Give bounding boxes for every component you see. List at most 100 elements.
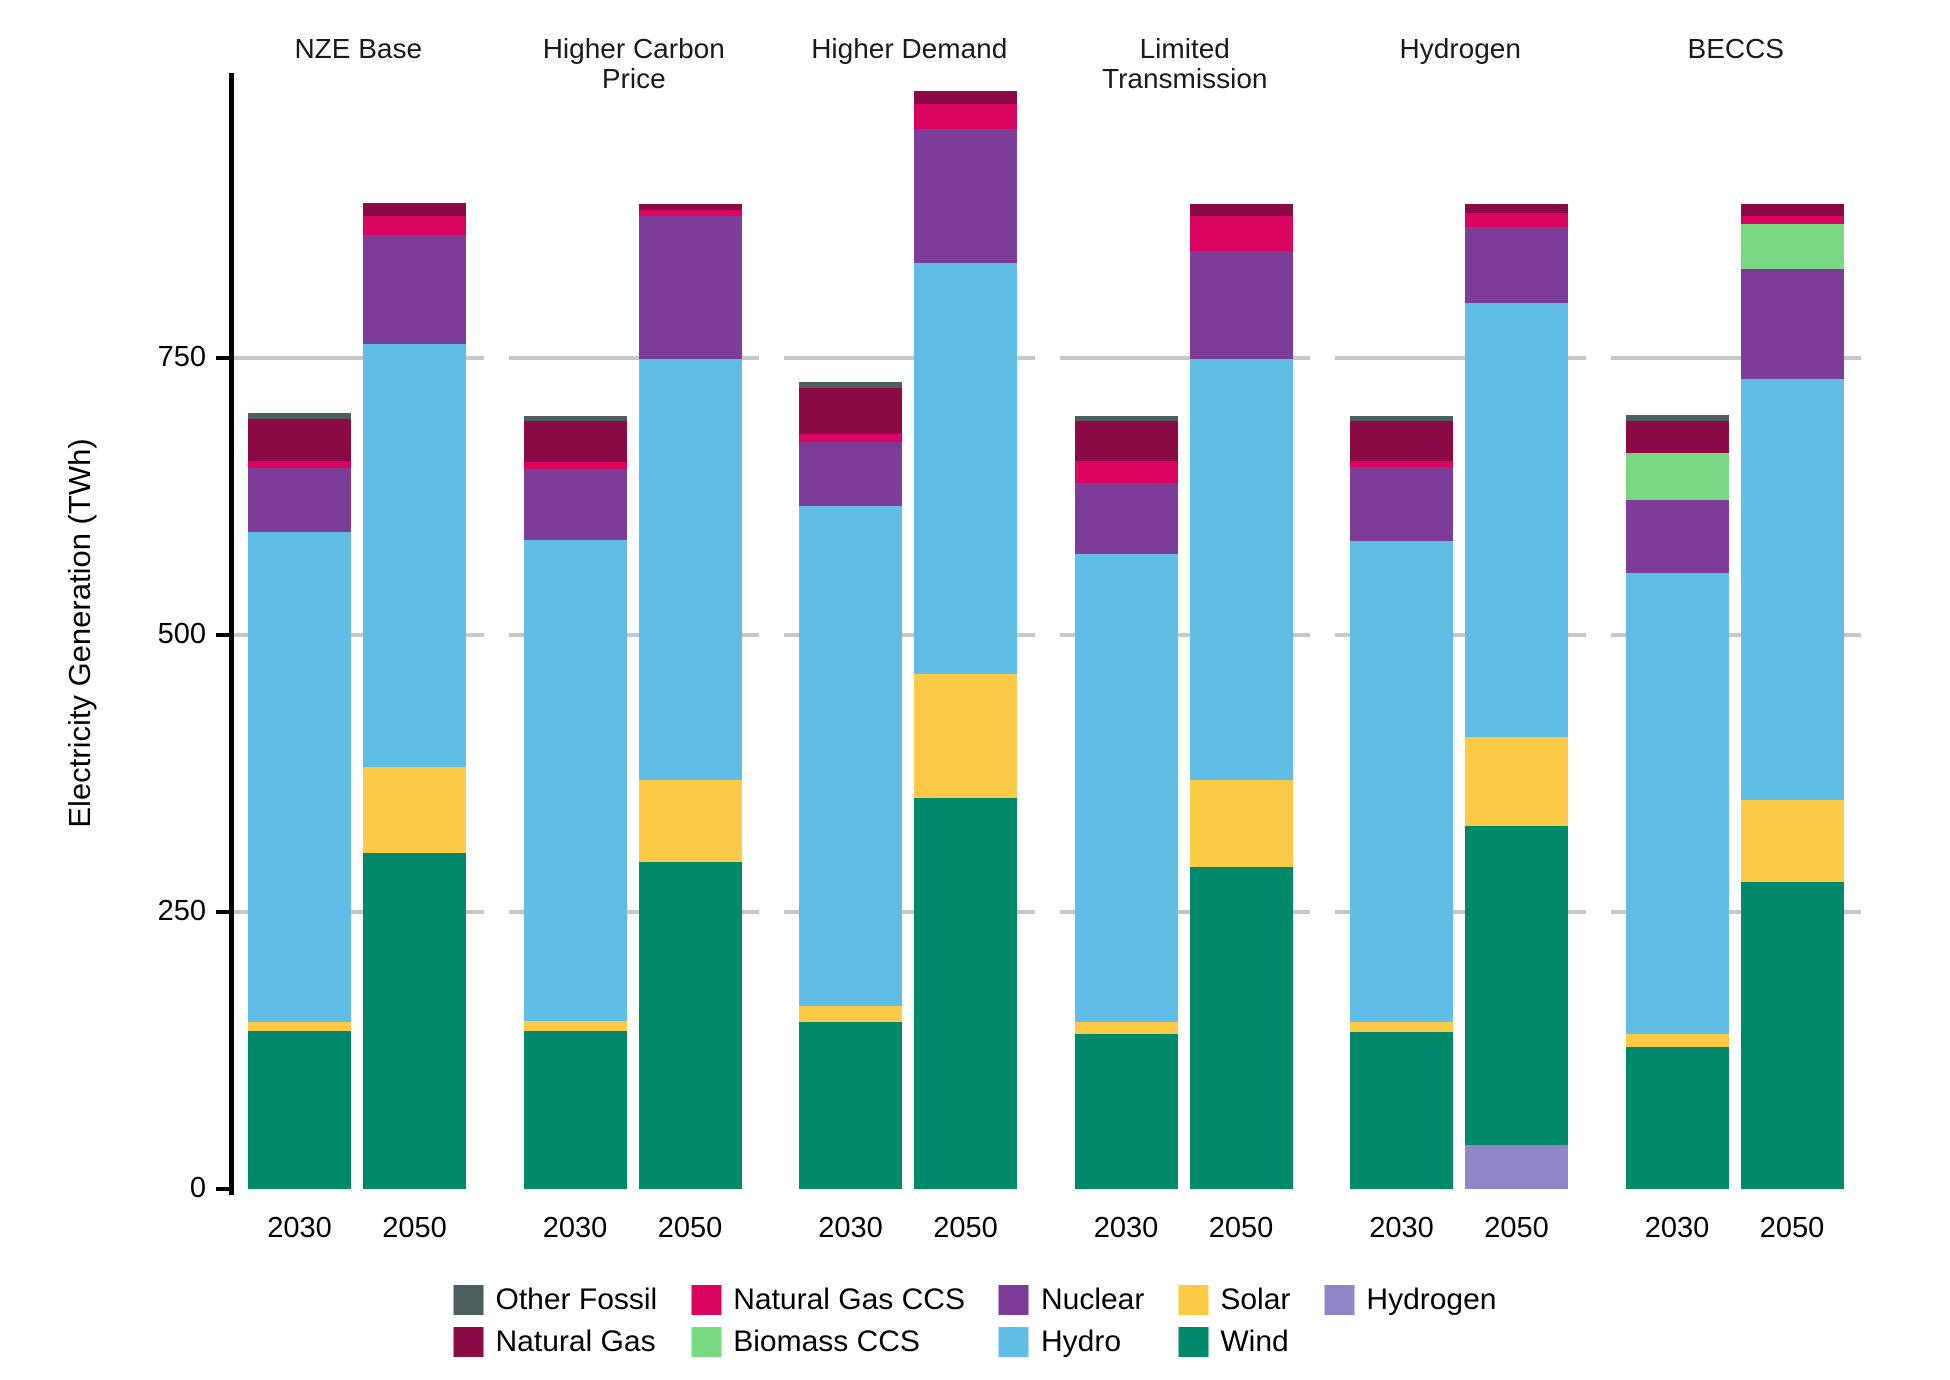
bar-segment-natural-gas	[914, 90, 1017, 105]
bar-segment-natural-gas	[799, 387, 902, 435]
bar-segment-nuclear	[799, 442, 902, 507]
legend-label: Hydro	[1040, 1325, 1122, 1358]
gridline-250	[508, 910, 759, 914]
bar-segment-biomass-ccs	[1740, 223, 1844, 270]
gridline-250	[233, 910, 484, 914]
facet-title-higher-demand: Higher Demand	[811, 33, 1008, 64]
legend-swatch-biomass-ccs	[691, 1327, 722, 1357]
bar-segment-nuclear	[1625, 499, 1729, 573]
legend-label: Nuclear	[1040, 1283, 1145, 1316]
bar-segment-solar	[1074, 1021, 1178, 1034]
bar-segment-hydrogen	[1465, 1144, 1568, 1189]
gridline-250	[1059, 910, 1310, 914]
bar-segment-nuclear	[248, 467, 351, 532]
bar-segment-solar	[363, 766, 466, 854]
bar-segment-natural-gas	[1350, 421, 1453, 462]
x-tick-label-2030: 2030	[1369, 1212, 1434, 1244]
bar-segment-hydro	[1625, 572, 1729, 1034]
y-tick-250	[216, 910, 229, 914]
bar-segment-natural-gas	[1189, 203, 1293, 217]
bar-segment-nuclear	[1189, 250, 1293, 360]
bar-segment-hydro	[248, 531, 351, 1022]
legend-item-hydrogen: Hydrogen	[1324, 1283, 1496, 1317]
bar-segment-natural-gas	[1740, 203, 1844, 217]
gridline-500	[784, 633, 1035, 637]
bar-segment-wind	[638, 862, 742, 1189]
bar-segment-solar	[1350, 1021, 1453, 1032]
bar-segment-hydro	[914, 262, 1017, 674]
legend-swatch-hydrogen	[1324, 1285, 1355, 1315]
bar-segment-nuclear	[1465, 227, 1568, 303]
bar-segment-wind	[248, 1030, 351, 1189]
x-tick-label-2030: 2030	[1644, 1212, 1710, 1244]
bar-segment-other-fossil	[248, 413, 351, 419]
bar-segment-solar	[1465, 736, 1568, 826]
bar-segment-natural-gas	[638, 203, 742, 210]
legend-swatch-solar	[1178, 1285, 1209, 1315]
bar-segment-wind	[1625, 1047, 1729, 1189]
y-tick-label-250: 250	[157, 895, 206, 927]
facet-title-nze-base: NZE Base	[294, 33, 423, 64]
legend-swatch-wind	[1178, 1327, 1209, 1357]
legend-item-biomass-ccs: Biomass CCS	[691, 1325, 965, 1359]
x-tick-label-2030: 2030	[1093, 1212, 1159, 1244]
y-tick-label-0: 0	[189, 1172, 206, 1204]
x-tick-label-2050: 2050	[1759, 1212, 1825, 1244]
bar-segment-natural-gas-ccs	[799, 434, 902, 443]
bar-segment-wind	[914, 797, 1017, 1189]
bar-segment-biomass-ccs	[1625, 453, 1729, 500]
y-axis-line	[229, 73, 234, 1195]
gridline-750	[1059, 356, 1310, 360]
bar-segment-hydro	[1465, 302, 1568, 737]
bar-segment-natural-gas-ccs	[638, 209, 742, 217]
gridline-250	[1335, 910, 1586, 914]
bar-segment-hydro	[363, 343, 466, 767]
bar-segment-solar	[1625, 1033, 1729, 1048]
x-tick-label-2050: 2050	[382, 1212, 447, 1244]
bar-segment-hydro	[1074, 554, 1178, 1022]
legend-swatch-hydro	[998, 1327, 1029, 1357]
bar-segment-other-fossil	[799, 382, 902, 388]
bar-segment-wind	[1350, 1031, 1453, 1189]
y-axis-title: Electricity Generation (TWh)	[62, 438, 97, 828]
x-tick-label-2050: 2050	[657, 1212, 723, 1244]
legend-swatch-natural-gas	[453, 1327, 484, 1357]
bar-segment-natural-gas-ccs	[363, 216, 466, 235]
bar-segment-hydro	[523, 539, 627, 1021]
legend-item-nuclear: Nuclear	[998, 1283, 1145, 1317]
facet-title-hydrogen: Hydrogen	[1399, 33, 1521, 64]
x-tick-label-2030: 2030	[267, 1212, 332, 1244]
y-tick-0	[216, 1187, 229, 1191]
gridline-750	[1610, 356, 1861, 360]
gridline-500	[1610, 633, 1861, 637]
gridline-250	[1610, 910, 1861, 914]
bar-segment-hydro	[638, 359, 742, 781]
y-tick-label-750: 750	[157, 341, 206, 373]
bar-segment-nuclear	[1350, 466, 1453, 541]
legend-swatch-natural-gas-ccs	[691, 1285, 722, 1315]
gridline-500	[233, 633, 484, 637]
legend-label: Wind	[1220, 1325, 1289, 1358]
legend-label: Biomass CCS	[733, 1325, 920, 1358]
bar-segment-other-fossil	[1074, 415, 1178, 422]
bar-segment-other-fossil	[1350, 415, 1453, 422]
bar-segment-nuclear	[363, 235, 466, 344]
legend-swatch-nuclear	[998, 1285, 1029, 1315]
legend-label: Hydrogen	[1366, 1283, 1497, 1316]
bar-segment-natural-gas	[523, 421, 627, 463]
bar-segment-solar	[523, 1020, 627, 1031]
bar-segment-natural-gas	[1625, 421, 1729, 454]
x-tick-label-2050: 2050	[1208, 1212, 1274, 1244]
legend-label: Natural Gas	[495, 1325, 656, 1358]
gridline-750	[784, 356, 1035, 360]
gridline-500	[1059, 633, 1310, 637]
bar-segment-hydro	[1740, 379, 1844, 801]
bar-segment-natural-gas-ccs	[1465, 212, 1568, 228]
legend-item-other-fossil: Other Fossil	[453, 1283, 657, 1317]
bar-segment-natural-gas-ccs	[1350, 461, 1453, 467]
bar-segment-natural-gas	[363, 202, 466, 217]
bar-segment-hydro	[1189, 359, 1293, 781]
x-tick-label-2050: 2050	[1484, 1212, 1549, 1244]
bar-segment-solar	[1189, 780, 1293, 867]
